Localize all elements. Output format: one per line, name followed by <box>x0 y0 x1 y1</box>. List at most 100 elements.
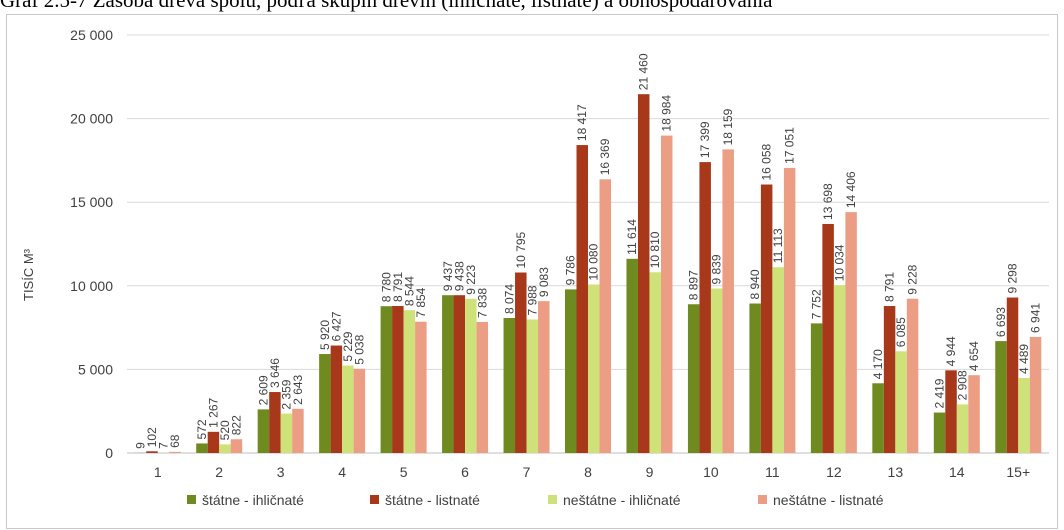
bar <box>330 345 343 453</box>
bar <box>565 289 577 453</box>
bar <box>453 295 466 453</box>
x-tick-label: 10 <box>703 464 719 480</box>
data-label: 11 113 <box>771 228 785 263</box>
data-label: 8 940 <box>748 269 762 299</box>
bar <box>219 444 231 453</box>
data-label: 3 646 <box>268 358 282 388</box>
data-label: 8 074 <box>502 284 516 314</box>
bar <box>280 413 293 453</box>
bar <box>353 368 366 453</box>
data-label: 2 908 <box>956 370 970 400</box>
chart-caption: Graf 2.5-7 Zásoba dreva spolu, podľa sku… <box>0 0 773 12</box>
bar <box>465 298 477 453</box>
bar <box>269 392 281 453</box>
x-tick-label: 3 <box>277 464 285 480</box>
bar <box>822 223 834 453</box>
bar <box>1006 297 1019 453</box>
bar <box>906 298 919 453</box>
data-label: 7 854 <box>414 287 428 317</box>
x-tick-label: 6 <box>461 464 469 480</box>
data-label: 4 944 <box>944 336 958 366</box>
data-label: 14 406 <box>844 171 858 208</box>
bar <box>626 258 638 453</box>
data-label: 7 752 <box>810 289 824 319</box>
data-label: 10 795 <box>514 231 528 268</box>
data-label: 8 791 <box>391 272 405 302</box>
bar <box>576 145 588 454</box>
data-label: 10 034 <box>833 244 847 281</box>
data-label: 9 228 <box>906 264 920 294</box>
data-label: 17 399 <box>698 121 712 158</box>
data-label: 2 643 <box>291 374 305 404</box>
bar <box>588 284 600 453</box>
data-label: 9 298 <box>1006 263 1020 293</box>
bar <box>196 443 208 453</box>
data-label: 6 427 <box>329 311 343 341</box>
x-tick-label: 8 <box>584 464 592 480</box>
data-label: 9 <box>133 442 147 449</box>
data-label: 2 609 <box>256 375 270 405</box>
legend-swatch <box>758 495 767 504</box>
bar <box>1029 336 1042 453</box>
bar <box>1018 377 1030 453</box>
x-tick-label: 2 <box>215 464 223 480</box>
legend-swatch <box>548 495 557 504</box>
data-label: 18 159 <box>721 108 735 145</box>
bar <box>845 212 857 453</box>
data-label: 16 058 <box>760 143 774 180</box>
data-label: 1 267 <box>206 397 220 427</box>
y-tick-label: 15 000 <box>70 194 113 210</box>
bar <box>257 409 270 453</box>
y-tick-label: 5 000 <box>78 361 113 377</box>
x-tick-label: 7 <box>523 464 531 480</box>
x-tick-label: 4 <box>338 464 346 480</box>
data-label: 11 614 <box>625 219 639 255</box>
bar <box>995 341 1007 453</box>
bar <box>415 321 427 453</box>
data-label: 4 489 <box>1017 344 1031 374</box>
bar <box>403 310 416 453</box>
bar <box>442 295 454 453</box>
data-label: 520 <box>218 420 232 440</box>
legend-item: neštátne - listnaté <box>758 492 884 508</box>
x-tick-label: 11 <box>765 464 780 480</box>
data-label: 7 <box>156 442 170 449</box>
data-label: 9 083 <box>537 267 551 297</box>
data-label: 6 693 <box>994 307 1008 337</box>
data-label: 16 369 <box>598 138 612 175</box>
bar <box>833 285 846 453</box>
bar <box>660 135 673 453</box>
data-label: 102 <box>145 427 159 447</box>
x-tick-label: 13 <box>888 464 904 480</box>
x-tick-label: 14 <box>949 464 965 480</box>
data-label: 5 229 <box>341 331 355 361</box>
data-label: 8 780 <box>379 272 393 302</box>
data-label: 822 <box>229 415 243 435</box>
bar <box>538 301 550 453</box>
bar <box>956 404 969 453</box>
bar <box>945 370 957 453</box>
legend-item: štátne - ihličnaté <box>187 492 304 508</box>
legend-label: neštátne - listnaté <box>773 492 884 508</box>
bar <box>169 451 181 453</box>
data-label: 9 438 <box>452 261 466 291</box>
bar <box>710 288 723 453</box>
data-label: 9 786 <box>564 255 578 285</box>
data-label: 572 <box>195 419 209 439</box>
bar <box>515 272 527 453</box>
data-label: 8 897 <box>687 270 701 300</box>
y-tick-label: 20 000 <box>70 111 113 127</box>
bar <box>476 321 489 453</box>
data-label: 5 038 <box>352 334 366 364</box>
x-tick-label: 9 <box>646 464 654 480</box>
bar <box>968 375 980 453</box>
data-label: 21 460 <box>637 53 651 90</box>
data-label: 9 223 <box>464 264 478 294</box>
bar <box>637 94 650 454</box>
data-label: 17 051 <box>783 127 797 164</box>
data-label: 5 920 <box>318 320 332 350</box>
data-label: 9 839 <box>710 254 724 284</box>
